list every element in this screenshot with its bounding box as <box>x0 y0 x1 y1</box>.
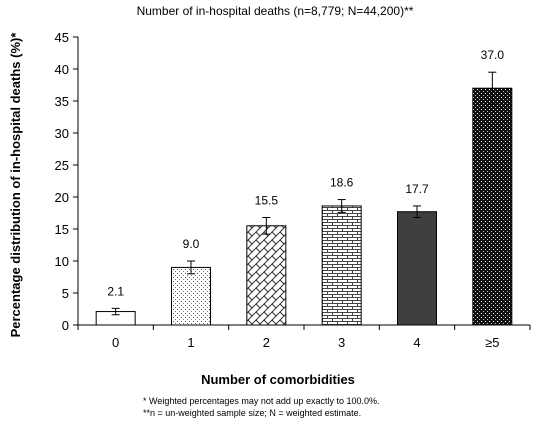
x-tick-label-3: 3 <box>338 335 345 350</box>
error-bar-1 <box>187 260 195 275</box>
error-bar-4 <box>413 205 421 218</box>
x-axis-label: Number of comorbidities <box>201 372 355 387</box>
x-tick-label-1: 1 <box>187 335 194 350</box>
x-axis-ticks: 0 1 2 3 4 ≥5 <box>77 325 531 350</box>
y-tick-label: 35 <box>55 94 69 109</box>
error-bar-0 <box>111 307 120 316</box>
x-tick-label-5: ≥5 <box>485 335 499 350</box>
bar-3 <box>321 205 362 326</box>
bar-2 <box>246 225 287 326</box>
y-tick-label: 40 <box>55 62 69 77</box>
y-tick-label: 10 <box>55 254 69 269</box>
data-labels-group: 2.1 9.0 15.5 18.6 17.7 37.0 <box>107 48 504 298</box>
x-tick-label-4: 4 <box>413 335 420 350</box>
error-bar-3 <box>337 199 346 213</box>
data-label-1: 9.0 <box>183 237 200 251</box>
x-tick-label-2: 2 <box>263 335 270 350</box>
footnote-weighted: * Weighted percentages may not add up ex… <box>143 396 379 406</box>
chart-title: Number of in-hospital deaths (n=8,779; N… <box>137 4 414 18</box>
y-axis-label: Percentage distribution of in-hospital d… <box>8 32 23 338</box>
bar-4 <box>397 211 437 326</box>
y-tick-label: 25 <box>55 158 69 173</box>
y-tick-label: 15 <box>55 222 69 237</box>
data-label-3: 18.6 <box>330 176 354 190</box>
x-tick-label-0: 0 <box>112 335 119 350</box>
y-tick-label: 20 <box>55 190 69 205</box>
error-bars-group <box>111 71 497 316</box>
y-tick-label: 0 <box>62 318 69 333</box>
bar-1 <box>171 266 211 326</box>
data-label-2: 15.5 <box>255 193 279 207</box>
data-label-5: 37.0 <box>481 48 505 62</box>
bar-5 <box>472 87 513 326</box>
y-tick-label: 30 <box>55 126 69 141</box>
data-label-4: 17.7 <box>405 182 429 196</box>
error-bar-5 <box>488 71 497 105</box>
y-tick-label: 45 <box>55 30 69 45</box>
error-bar-2 <box>262 216 271 235</box>
bars-group <box>95 87 513 326</box>
y-axis-ticks: 0 5 10 15 20 25 30 35 40 45 <box>55 30 78 333</box>
y-tick-label: 5 <box>62 286 69 301</box>
data-label-0: 2.1 <box>107 284 124 298</box>
footnote-sample-size: **n = un-weighted sample size; N = weigh… <box>143 408 361 418</box>
